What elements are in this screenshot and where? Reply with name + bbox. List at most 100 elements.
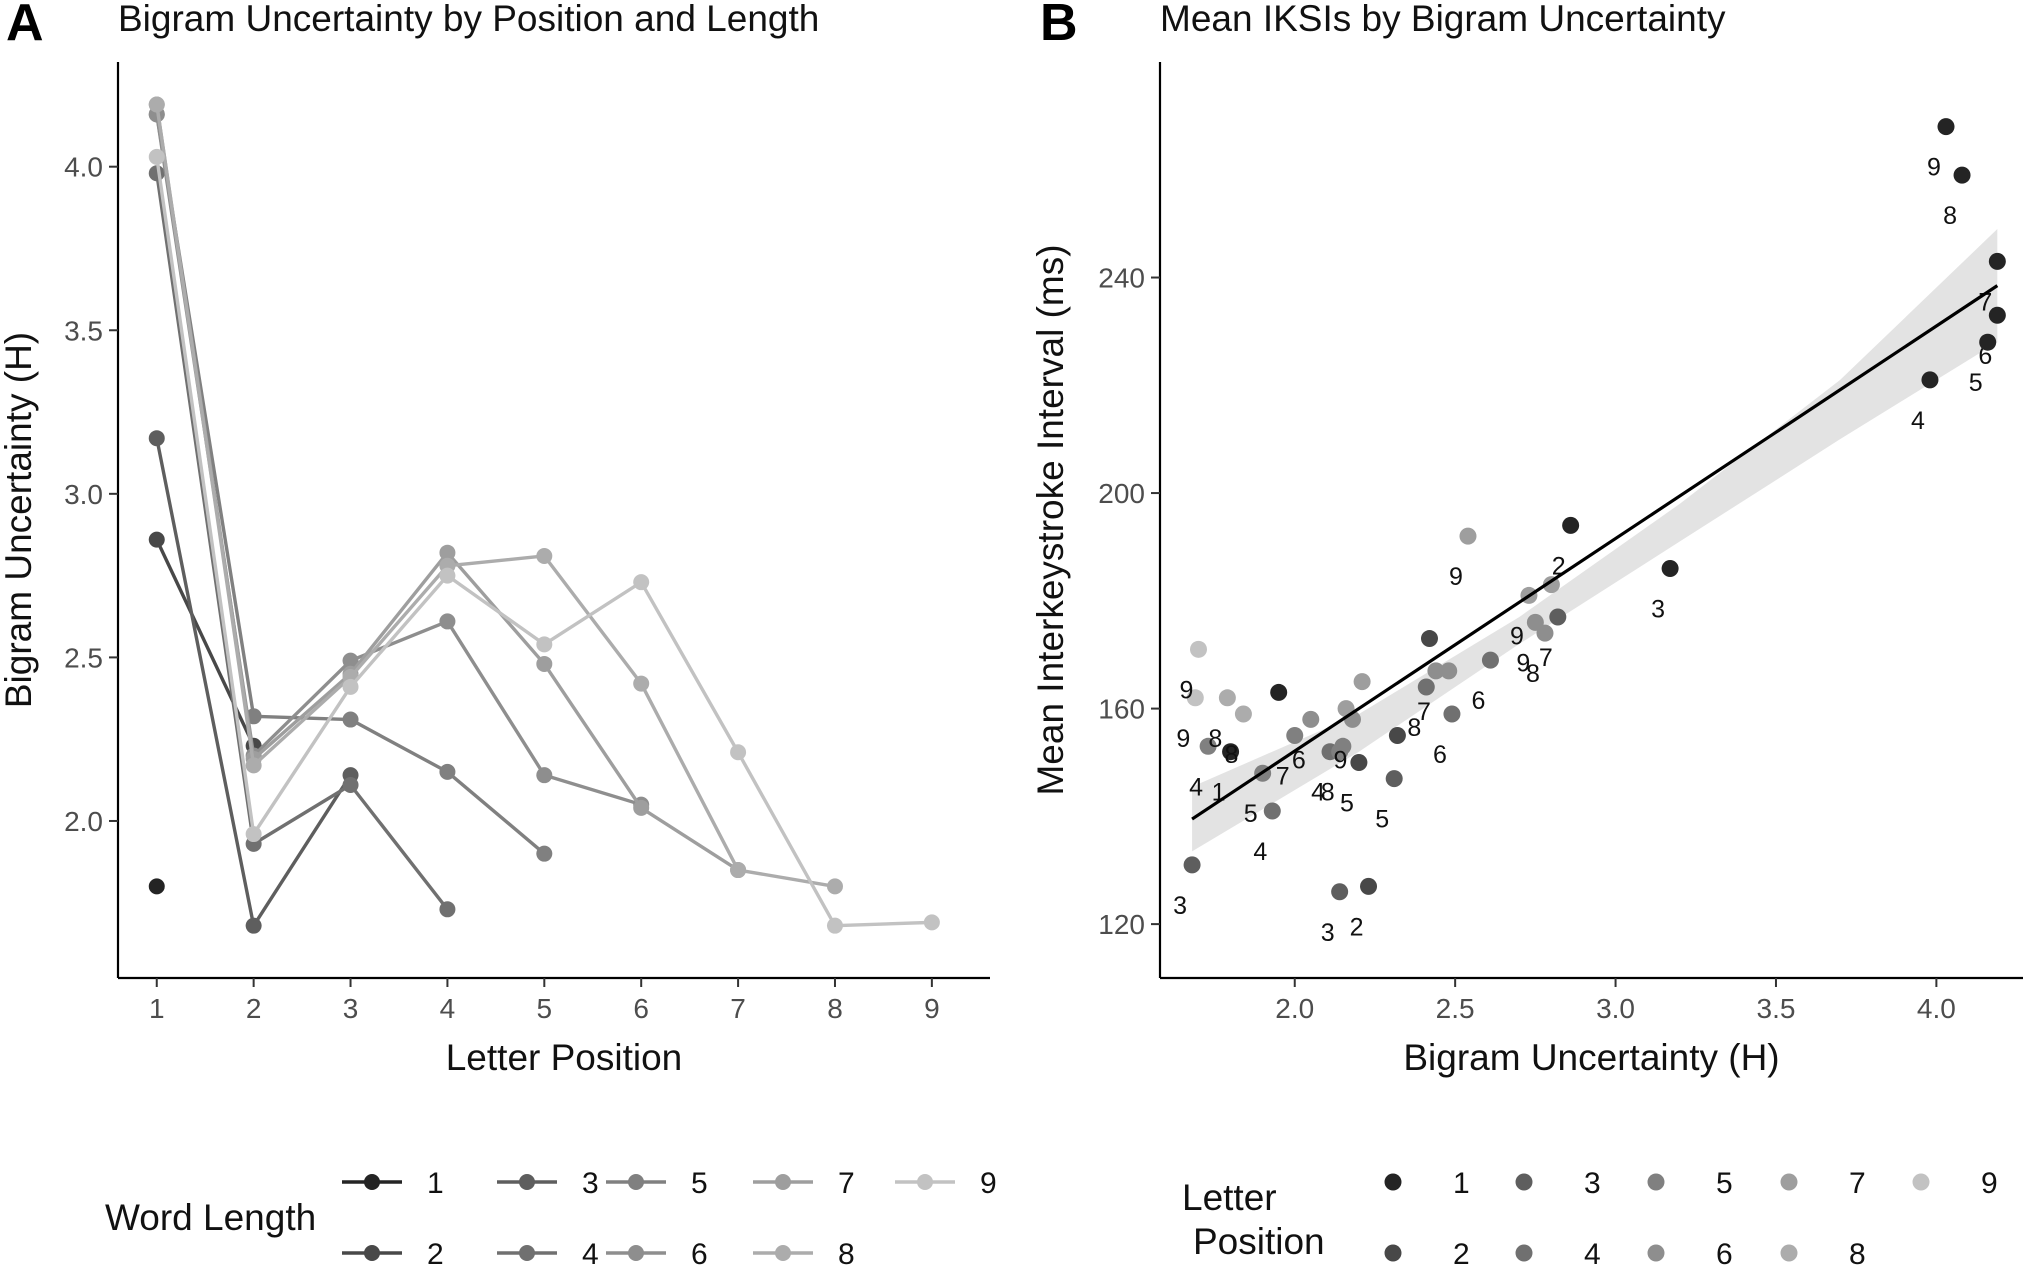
scatter-point: [1440, 662, 1458, 680]
point-marker: [1417, 678, 1435, 696]
legend-item-7: 7: [753, 1167, 855, 1200]
legend-item-1: 1: [1384, 1167, 1470, 1200]
point-marker: [1388, 727, 1406, 745]
data-point: [633, 574, 650, 591]
point-label: 9: [1334, 746, 1348, 774]
series-line: [155, 538, 256, 747]
series-line: [155, 156, 932, 928]
legend-label: 9: [1981, 1167, 1998, 1200]
data-point: [439, 901, 456, 918]
legend-label: 6: [691, 1238, 708, 1266]
point-label: 5: [1969, 369, 1983, 397]
point-label: 9: [1180, 676, 1194, 704]
legend-key-point: [775, 1245, 791, 1261]
panel-a-legend: Word Length 1 2 3 4 5 6 7 8 9: [105, 1167, 997, 1266]
scatter-point: 5: [1340, 753, 1368, 817]
point-label: 8: [1943, 202, 1957, 230]
point-label: 8: [1321, 779, 1335, 807]
data-point: [148, 148, 165, 165]
scatter-point: 8: [1407, 678, 1435, 742]
data-point: [633, 799, 650, 816]
data-point: [536, 767, 553, 784]
legend-label: 4: [582, 1238, 599, 1266]
point-label: 7: [1539, 644, 1553, 672]
legend-key-point: [364, 1245, 380, 1261]
panel-b-y-tick-label: 240: [1098, 263, 1145, 294]
panel-a-x-tick-label: 1: [149, 993, 165, 1024]
panel-a-x-tick-label: 8: [827, 993, 843, 1024]
panel-b-x-tick-label: 2.0: [1275, 993, 1314, 1024]
legend-key-point: [1780, 1244, 1798, 1262]
panel-a-series-5: [148, 106, 553, 862]
panel-b-x-tick-label: 4.0: [1917, 993, 1956, 1024]
panel-b-legend-title-line-1: Letter: [1182, 1177, 1277, 1218]
point-marker: [1218, 689, 1236, 707]
point-label: 3: [1651, 595, 1665, 623]
scatter-point: [1388, 727, 1406, 745]
legend-key-point: [1912, 1173, 1930, 1191]
data-point: [439, 567, 456, 584]
data-point: [342, 776, 359, 793]
legend-key-point: [1780, 1173, 1798, 1191]
panel-b-title: Mean IKSIs by Bigram Uncertainty: [1160, 0, 1726, 39]
data-point: [730, 744, 747, 761]
scatter-point: 4: [1189, 737, 1217, 801]
legend-key-point: [364, 1174, 380, 1190]
scatter-point: [1270, 683, 1288, 701]
scatter-point: 6: [1471, 651, 1499, 715]
point-label: 8: [1208, 725, 1222, 753]
panel-a-legend-title: Word Length: [105, 1197, 316, 1238]
panel-a-series-2: [148, 531, 262, 754]
point-label: 9: [1927, 154, 1941, 182]
legend-item-4: 4: [497, 1238, 599, 1266]
point-label: 5: [1244, 800, 1258, 828]
data-point: [536, 655, 553, 672]
point-marker: [1536, 624, 1554, 642]
panel-a-x-tick-label: 2: [246, 993, 262, 1024]
point-label: 4: [1911, 407, 1925, 435]
panel-b-tag: B: [1040, 0, 1078, 52]
panel-b-x-tick-label: 3.5: [1757, 993, 1796, 1024]
legend-key-point: [917, 1174, 933, 1190]
panel-a-series-9: [148, 148, 940, 934]
panel-a-series-7: [148, 96, 747, 879]
point-marker: [1334, 737, 1352, 755]
point-label: 4: [1311, 779, 1325, 807]
legend-label: 3: [1584, 1167, 1601, 1200]
panel-b-y-tick-label: 120: [1098, 909, 1145, 940]
series-line: [155, 114, 546, 855]
legend-label: 3: [582, 1167, 599, 1200]
point-marker: [1562, 516, 1580, 534]
point-marker: [1189, 640, 1207, 658]
legend-item-5: 5: [606, 1167, 708, 1200]
panel-a-y-tick-label: 3.0: [64, 479, 103, 510]
data-point: [148, 96, 165, 113]
point-marker: [1385, 770, 1403, 788]
point-label: 8: [1224, 741, 1238, 769]
scatter-point: 9: [1449, 527, 1477, 591]
panel-a-x-tick-label: 7: [730, 993, 746, 1024]
legend-key-point: [775, 1174, 791, 1190]
point-label: 5: [1340, 789, 1354, 817]
point-label: 6: [1433, 741, 1447, 769]
legend-item-6: 6: [606, 1238, 708, 1266]
legend-label: 4: [1584, 1238, 1601, 1266]
legend-item-3: 3: [497, 1167, 599, 1200]
point-marker: [1440, 662, 1458, 680]
point-marker: [1263, 802, 1281, 820]
panel-a-series-4: [148, 165, 456, 918]
data-point: [439, 613, 456, 630]
panel-b: B Mean IKSIs by Bigram Uncertainty 2.0 2.5 3…: [1030, 0, 2023, 1266]
scatter-point: 4: [1911, 371, 1939, 435]
data-point: [148, 430, 165, 447]
data-point: [536, 636, 553, 653]
legend-item-2: 2: [342, 1238, 444, 1266]
scatter-point: 3: [1173, 856, 1201, 920]
point-marker: [1353, 673, 1371, 691]
scatter-point: 9: [1180, 640, 1207, 704]
data-point: [923, 914, 940, 931]
legend-key-point: [1647, 1244, 1665, 1262]
scatter-point: [1353, 673, 1371, 691]
